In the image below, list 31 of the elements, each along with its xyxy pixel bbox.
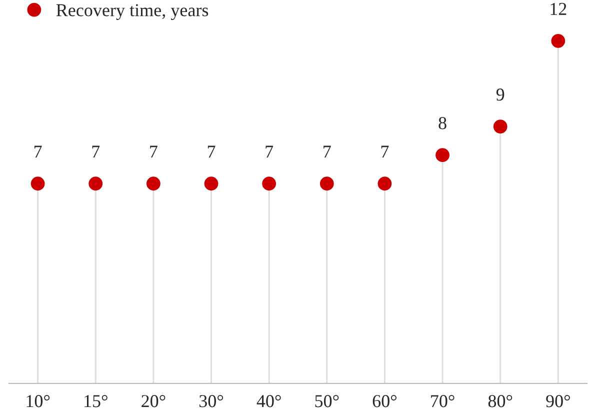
point bbox=[551, 34, 566, 48]
x-tick-label: 60° bbox=[372, 395, 396, 408]
data-label: 7 bbox=[92, 146, 100, 158]
data-label: 7 bbox=[34, 146, 42, 158]
data-label: 7 bbox=[266, 146, 274, 158]
legend-label: Recovery time, years bbox=[56, 4, 208, 20]
point bbox=[146, 176, 160, 191]
x-tick-label: 30° bbox=[199, 395, 224, 408]
point bbox=[436, 148, 450, 162]
x-tick-label: 70° bbox=[431, 395, 454, 408]
point bbox=[204, 176, 218, 191]
x-tick-label: 40° bbox=[256, 395, 281, 408]
x-tick-label: 50° bbox=[315, 395, 339, 408]
data-label: 7 bbox=[208, 146, 216, 158]
data-label: 7 bbox=[381, 146, 389, 158]
x-tick-label: 20° bbox=[142, 395, 166, 408]
data-label: 7 bbox=[150, 146, 158, 158]
point bbox=[378, 176, 392, 191]
point bbox=[493, 120, 508, 134]
data-label: 12 bbox=[550, 2, 566, 15]
point bbox=[30, 176, 45, 191]
point bbox=[320, 176, 334, 191]
x-tick-label: 15° bbox=[84, 395, 108, 408]
data-label: 8 bbox=[438, 117, 446, 130]
point bbox=[262, 176, 276, 191]
x-tick-label: 10° bbox=[26, 395, 50, 408]
point bbox=[88, 176, 103, 191]
x-tick-label: 90° bbox=[546, 395, 570, 408]
data-label: 7 bbox=[324, 146, 331, 158]
x-tick-label: 80° bbox=[488, 395, 512, 408]
data-label: 9 bbox=[496, 88, 504, 101]
